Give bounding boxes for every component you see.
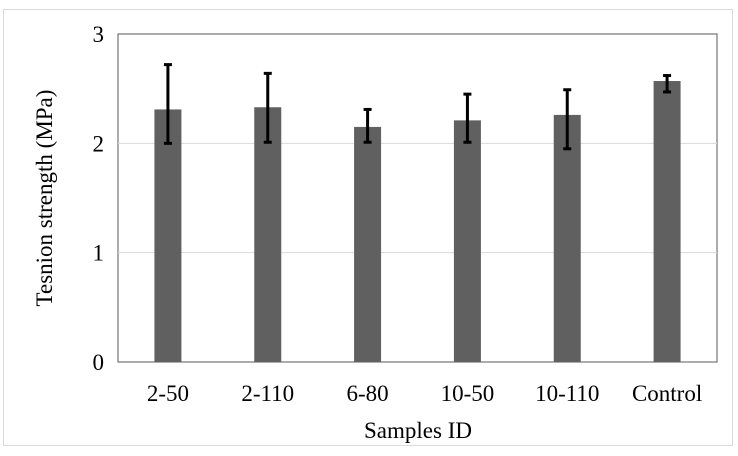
y-tick-label: 3 [93, 22, 105, 47]
x-tick-label: Control [632, 381, 702, 406]
chart-frame [3, 9, 733, 446]
y-tick-label: 2 [93, 131, 105, 156]
x-axis-label: Samples ID [364, 418, 472, 443]
bar-10-110 [553, 114, 581, 362]
bar-2-110 [254, 107, 282, 363]
x-tick-label: 6-80 [346, 381, 388, 406]
bar-2-50 [154, 109, 182, 362]
y-tick-label: 1 [93, 241, 105, 266]
bar-Control [653, 81, 681, 362]
x-tick-label: 2-50 [147, 381, 189, 406]
plot-area [117, 33, 718, 363]
bar-6-80 [354, 126, 382, 362]
y-axis-label: Tesnion strength (MPa) [32, 90, 57, 307]
x-tick-label: 10-50 [441, 381, 495, 406]
x-tick-label: 2-110 [241, 381, 294, 406]
y-tick-label: 0 [93, 350, 105, 375]
x-tick-label: 10-110 [535, 381, 599, 406]
bar-10-50 [453, 120, 481, 362]
